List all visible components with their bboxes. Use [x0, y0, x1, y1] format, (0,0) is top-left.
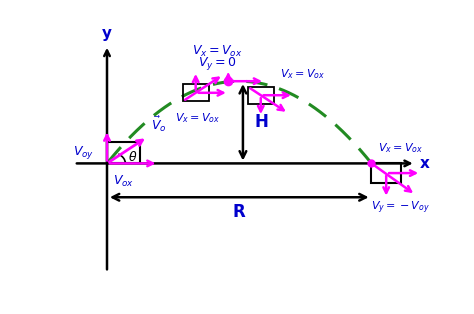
Text: $V_x = V_{ox}$: $V_x = V_{ox}$ — [378, 141, 423, 155]
Text: $V_x = V_{ox}$: $V_x = V_{ox}$ — [192, 44, 243, 59]
Text: $\mathbf{H}$: $\mathbf{H}$ — [254, 113, 268, 131]
Bar — [248, 87, 273, 104]
Text: $\mathbf{R}$: $\mathbf{R}$ — [232, 203, 246, 221]
Text: $V_{oy}$: $V_{oy}$ — [73, 144, 94, 161]
Text: $\vec{V}_o$: $\vec{V}_o$ — [151, 115, 167, 134]
Text: $V_y = -V_{oy}$: $V_y = -V_{oy}$ — [372, 200, 430, 216]
Text: $V_x = V_{ox}$: $V_x = V_{ox}$ — [175, 111, 220, 125]
Text: $V_y = 0$: $V_y = 0$ — [198, 55, 237, 72]
Text: $\mathbf{y}$: $\mathbf{y}$ — [101, 26, 113, 42]
Text: $V_{ox}$: $V_{ox}$ — [113, 174, 134, 189]
Bar — [183, 84, 209, 101]
Text: $\mathbf{x}$: $\mathbf{x}$ — [419, 156, 431, 171]
Bar — [107, 142, 140, 163]
Bar — [372, 163, 401, 183]
Text: $\theta$: $\theta$ — [128, 150, 137, 164]
Text: $V_x = V_{ox}$: $V_x = V_{ox}$ — [281, 67, 326, 81]
